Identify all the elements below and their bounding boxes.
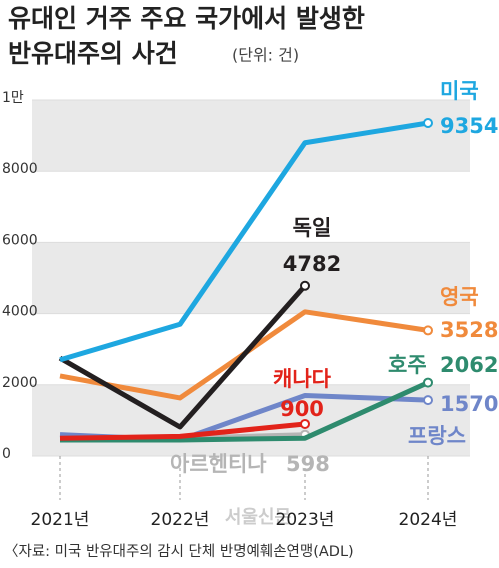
legend-label: 프랑스 xyxy=(408,424,466,448)
legend-label: 영국 xyxy=(440,285,479,309)
data-label: 1570 xyxy=(440,392,498,416)
data-label: 598 xyxy=(286,452,330,476)
legend-label: 캐나다 xyxy=(273,367,332,391)
data-label: 900 xyxy=(280,397,324,421)
y-tick-label: 8000 xyxy=(2,161,38,177)
legend-label: 호주 xyxy=(388,353,427,377)
data-label: 9354 xyxy=(440,114,498,138)
end-point xyxy=(423,395,433,406)
series-line xyxy=(59,421,306,441)
watermark: 서울신문 xyxy=(225,507,291,528)
series-line xyxy=(58,284,307,430)
end-point xyxy=(423,377,433,388)
end-point xyxy=(300,280,310,291)
series-line xyxy=(59,120,429,363)
y-tick-label: 4000 xyxy=(2,304,38,320)
data-label: 3528 xyxy=(440,318,498,342)
x-tick-label: 2024년 xyxy=(399,510,458,530)
x-tick-label: 2022년 xyxy=(151,510,210,530)
legend-label: 미국 xyxy=(440,79,479,103)
legend-label: 독일 xyxy=(293,216,332,240)
grid-band xyxy=(32,242,470,314)
chart-title: 유대인 거주 주요 국가에서 발생한 xyxy=(8,4,365,33)
series-line xyxy=(60,380,430,443)
data-label: 4782 xyxy=(283,252,341,276)
end-point xyxy=(423,325,433,336)
data-label: 2062 xyxy=(440,353,498,377)
x-tick-label: 2023년 xyxy=(276,510,335,530)
y-tick-label: 2000 xyxy=(2,375,38,391)
legend-label: 아르헨티나 xyxy=(170,452,267,476)
chart-subtitle: (단위: 건) xyxy=(232,46,299,65)
end-point xyxy=(300,418,310,429)
y-tick-label: 1만 xyxy=(2,90,24,106)
source: 〈자료: 미국 반유대주의 감시 단체 반명예훼손연맹(ADL) xyxy=(4,543,354,560)
y-tick-label: 6000 xyxy=(2,232,38,248)
end-point xyxy=(423,117,433,128)
y-tick-label: 0 xyxy=(2,446,11,462)
grid-band xyxy=(32,100,470,172)
x-tick-label: 2021년 xyxy=(31,510,90,530)
chart-title: 반유대주의 사건 xyxy=(8,39,178,68)
